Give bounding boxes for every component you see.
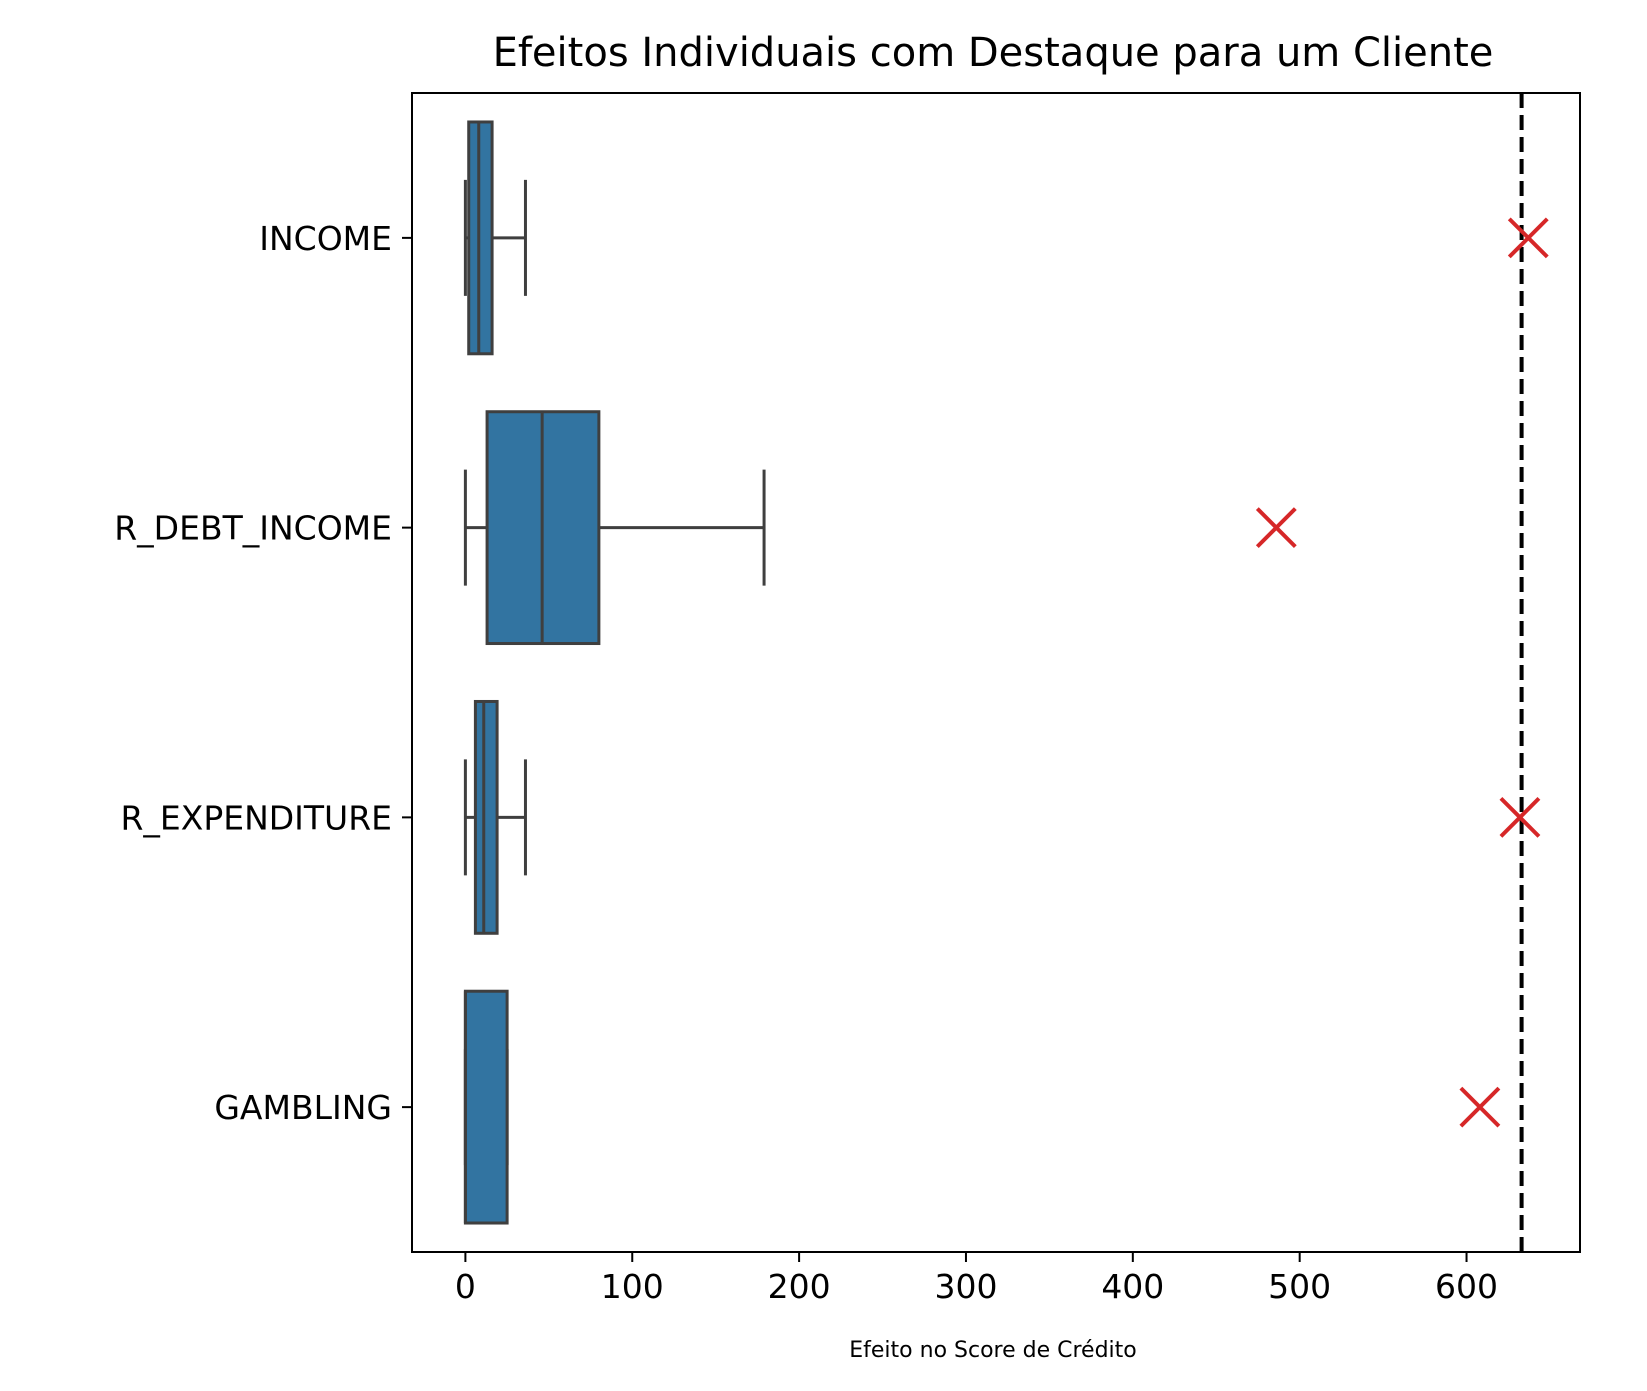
highlight-marker-r-debt-income [1255, 507, 1297, 549]
x-tick-label: 0 [455, 1267, 476, 1306]
box [467, 120, 494, 356]
box [463, 989, 509, 1225]
box [473, 699, 499, 935]
marker-stroke [1507, 217, 1549, 259]
x-tick-label: 300 [934, 1267, 997, 1306]
marker-stroke [1499, 796, 1541, 838]
x-axis: 0 100 200 300 400 500 600 [455, 1252, 1498, 1306]
y-tick-label: GAMBLING [214, 1088, 392, 1127]
axes-frame [411, 92, 1581, 1253]
x-tick-label: 100 [601, 1267, 664, 1306]
plot-area [463, 93, 1549, 1252]
highlight-marker-gambling [1459, 1086, 1501, 1128]
x-tick-label: 600 [1435, 1267, 1498, 1306]
box-group-r-expenditure [463, 699, 527, 935]
x-axis-label: Efeito no Score de Crédito [849, 1338, 1137, 1363]
y-tick-label: R_DEBT_INCOME [114, 509, 392, 548]
box-group-income [463, 120, 527, 356]
highlight-marker-income [1507, 217, 1549, 259]
x-tick-label: 400 [1101, 1267, 1164, 1306]
y-tick-label: INCOME [259, 219, 392, 258]
marker-stroke [1459, 1086, 1501, 1128]
box-group-r-debt-income [463, 410, 766, 646]
y-tick-label: R_EXPENDITURE [120, 798, 392, 837]
box-group-gambling [463, 989, 509, 1225]
y-axis: INCOME R_DEBT_INCOME R_EXPENDITURE GAMBLING [114, 219, 412, 1127]
marker-stroke [1255, 507, 1297, 549]
highlight-marker-r-expenditure [1499, 796, 1541, 838]
x-tick-label: 200 [768, 1267, 831, 1306]
chart-title: Efeitos Individuais com Destaque para um… [493, 30, 1494, 76]
x-tick-label: 500 [1268, 1267, 1331, 1306]
